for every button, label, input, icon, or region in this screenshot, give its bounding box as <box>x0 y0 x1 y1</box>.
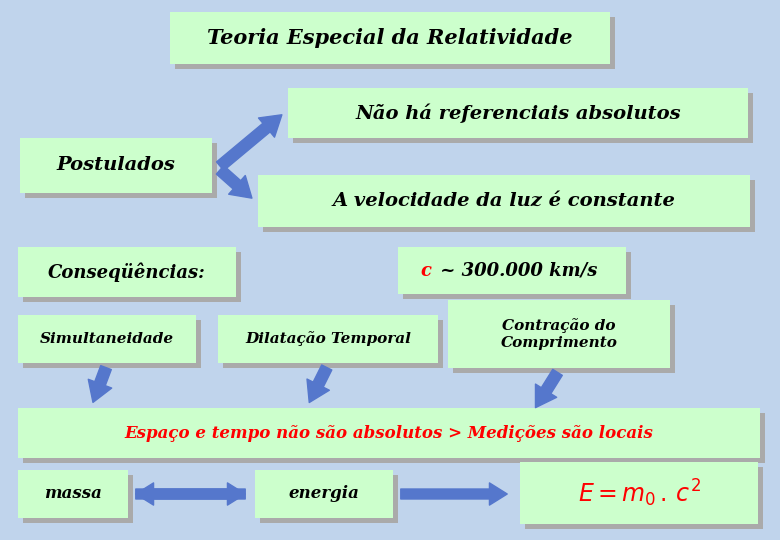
Text: Não há referenciais absolutos: Não há referenciais absolutos <box>355 103 681 123</box>
FancyBboxPatch shape <box>255 470 393 518</box>
FancyArrowPatch shape <box>216 166 252 198</box>
FancyArrowPatch shape <box>136 483 245 505</box>
Text: Simultaneidade: Simultaneidade <box>40 332 174 346</box>
Text: massa: massa <box>44 485 102 503</box>
FancyArrowPatch shape <box>136 483 245 505</box>
FancyBboxPatch shape <box>23 252 241 302</box>
Text: Conseqüências:: Conseqüências: <box>48 262 206 282</box>
FancyBboxPatch shape <box>223 320 443 368</box>
FancyBboxPatch shape <box>520 462 758 524</box>
Text: A velocidade da luz é constante: A velocidade da luz é constante <box>332 192 675 210</box>
FancyArrowPatch shape <box>217 115 282 171</box>
FancyArrowPatch shape <box>307 365 332 402</box>
FancyBboxPatch shape <box>175 17 615 69</box>
FancyBboxPatch shape <box>448 300 670 368</box>
FancyBboxPatch shape <box>20 138 212 193</box>
FancyBboxPatch shape <box>18 408 760 458</box>
FancyBboxPatch shape <box>398 247 626 294</box>
Text: Dilatação Temporal: Dilatação Temporal <box>245 332 411 347</box>
FancyBboxPatch shape <box>23 320 201 368</box>
FancyBboxPatch shape <box>170 12 610 64</box>
FancyBboxPatch shape <box>260 475 398 523</box>
FancyBboxPatch shape <box>23 413 765 463</box>
Text: Contração do
Comprimento: Contração do Comprimento <box>501 319 618 349</box>
Text: $E = m_0 \,.\, c^2$: $E = m_0 \,.\, c^2$ <box>577 477 700 509</box>
FancyBboxPatch shape <box>23 475 133 523</box>
FancyArrowPatch shape <box>401 483 507 505</box>
Text: c: c <box>420 261 431 280</box>
FancyBboxPatch shape <box>293 93 753 143</box>
Text: Teoria Especial da Relatividade: Teoria Especial da Relatividade <box>207 28 573 48</box>
FancyArrowPatch shape <box>536 369 562 408</box>
FancyBboxPatch shape <box>288 88 748 138</box>
Text: ~ 300.000 km/s: ~ 300.000 km/s <box>434 261 597 280</box>
FancyBboxPatch shape <box>258 175 750 227</box>
Text: Espaço e tempo não são absolutos > Medições são locais: Espaço e tempo não são absolutos > Mediç… <box>125 424 654 442</box>
FancyBboxPatch shape <box>218 315 438 363</box>
Text: energia: energia <box>289 485 360 503</box>
FancyBboxPatch shape <box>525 467 763 529</box>
FancyBboxPatch shape <box>18 315 196 363</box>
FancyBboxPatch shape <box>25 143 217 198</box>
Text: Postulados: Postulados <box>57 157 176 174</box>
FancyBboxPatch shape <box>403 252 631 299</box>
FancyBboxPatch shape <box>18 470 128 518</box>
FancyBboxPatch shape <box>453 305 675 373</box>
FancyBboxPatch shape <box>18 247 236 297</box>
FancyArrowPatch shape <box>88 366 112 402</box>
FancyBboxPatch shape <box>263 180 755 232</box>
